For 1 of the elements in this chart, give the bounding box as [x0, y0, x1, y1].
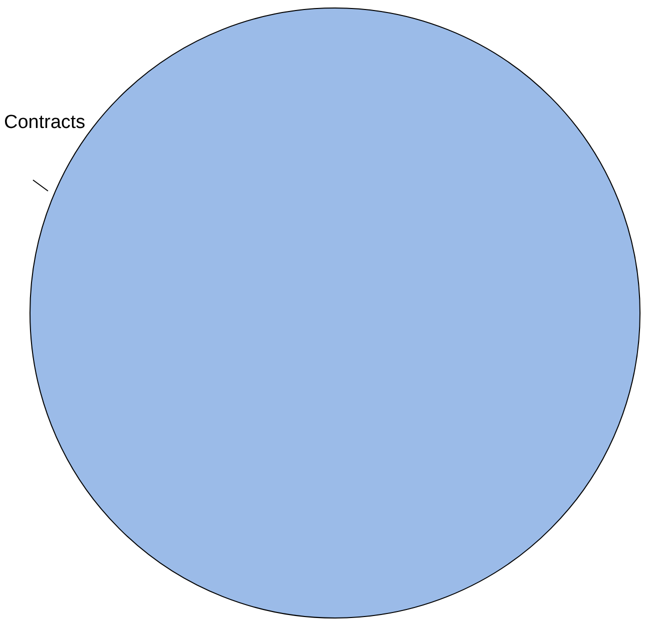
slice-label: Contracts [4, 112, 86, 134]
